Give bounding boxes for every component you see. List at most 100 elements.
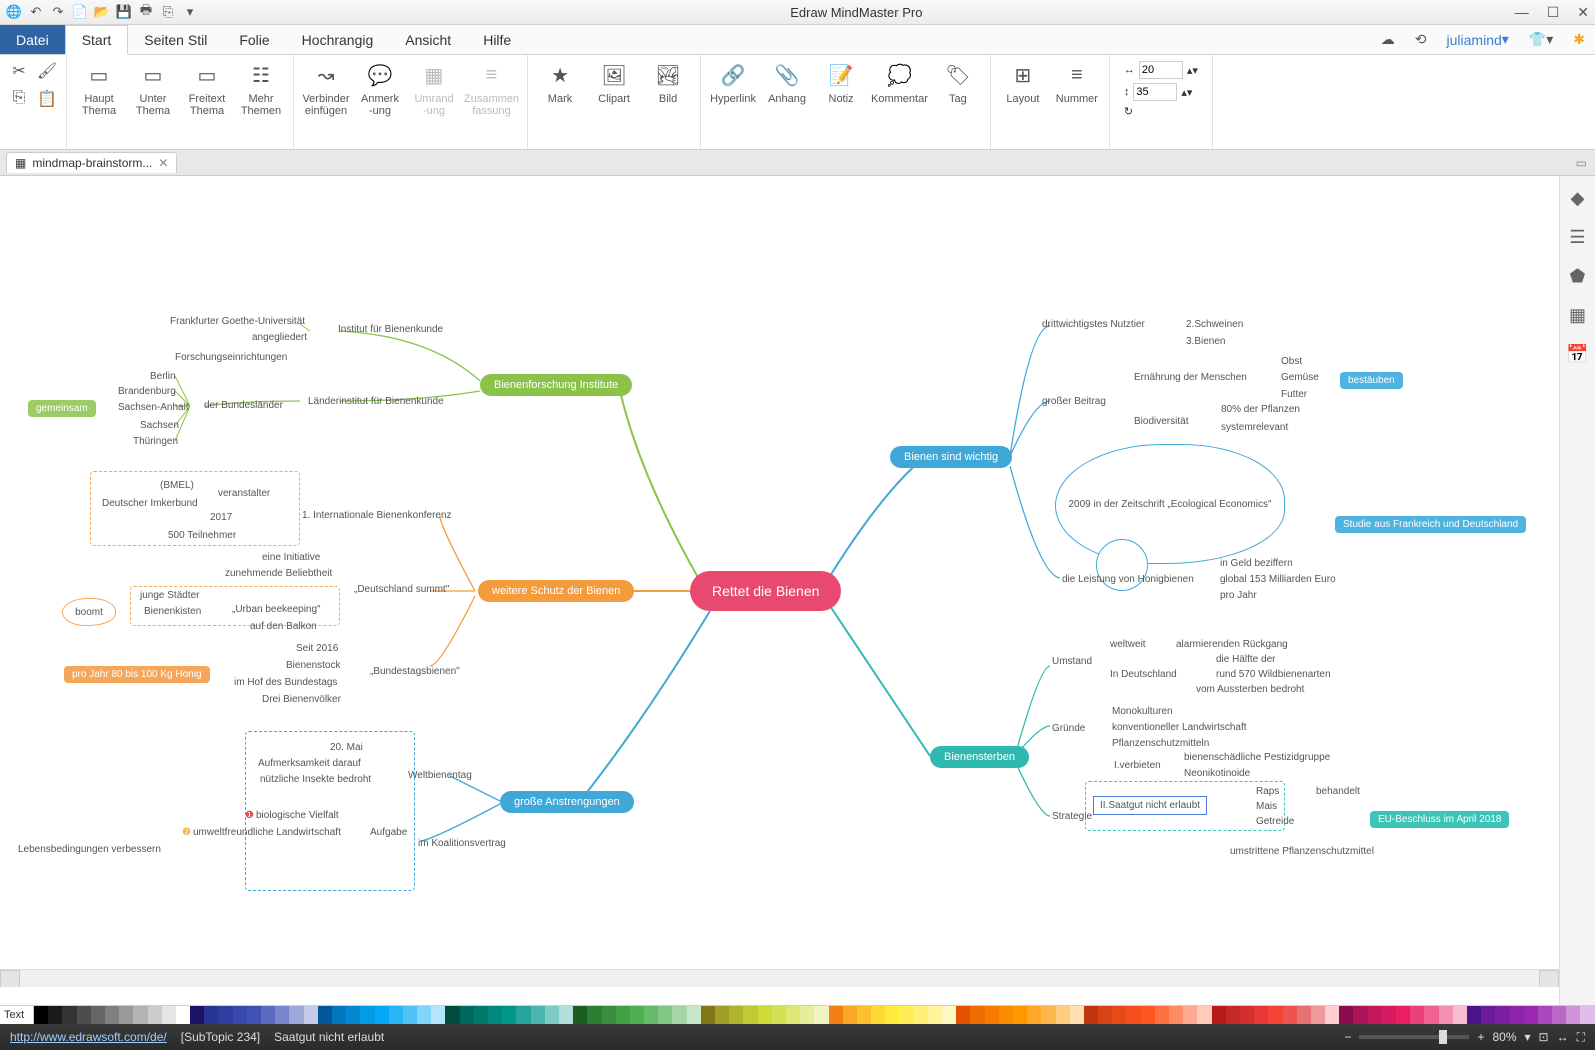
color-swatch[interactable]: [1495, 1006, 1509, 1024]
copy-icon[interactable]: ⎘: [8, 89, 30, 107]
color-swatch[interactable]: [1538, 1006, 1552, 1024]
save-icon[interactable]: 💾: [116, 4, 132, 20]
color-swatch[interactable]: [885, 1006, 899, 1024]
color-swatch[interactable]: [1510, 1006, 1524, 1024]
leaf[interactable]: im Hof des Bundestags: [234, 677, 337, 688]
tag-button[interactable]: 🏷Tag: [934, 61, 982, 105]
color-swatch[interactable]: [1041, 1006, 1055, 1024]
fit-width-icon[interactable]: ↔: [1557, 1030, 1569, 1044]
maximize-icon[interactable]: ☐: [1547, 4, 1560, 21]
leaf[interactable]: In Deutschland: [1110, 669, 1177, 680]
color-swatch[interactable]: [62, 1006, 76, 1024]
leaf[interactable]: Ernährung der Menschen: [1134, 372, 1247, 383]
color-swatch[interactable]: [1254, 1006, 1268, 1024]
mark-button[interactable]: ★Mark: [536, 61, 584, 105]
leaf[interactable]: Forschungseinrichtungen: [175, 352, 287, 363]
color-swatch[interactable]: [1297, 1006, 1311, 1024]
color-swatch[interactable]: [743, 1006, 757, 1024]
color-swatches[interactable]: [34, 1006, 1595, 1024]
color-swatch[interactable]: [91, 1006, 105, 1024]
leaf[interactable]: vom Aussterben bedroht: [1196, 684, 1304, 695]
refresh-icon[interactable]: ↻: [1124, 105, 1133, 118]
color-swatch[interactable]: [871, 1006, 885, 1024]
main-topic[interactable]: große Anstrengungen: [500, 791, 634, 813]
color-swatch[interactable]: [729, 1006, 743, 1024]
zoom-slider[interactable]: [1359, 1035, 1469, 1039]
color-swatch[interactable]: [516, 1006, 530, 1024]
leaf[interactable]: umweltfreundliche Landwirtschaft: [193, 827, 341, 838]
color-swatch[interactable]: [488, 1006, 502, 1024]
color-swatch[interactable]: [772, 1006, 786, 1024]
main-topic[interactable]: Bienen sind wichtig: [890, 446, 1012, 468]
horizontal-scrollbar[interactable]: [0, 969, 1559, 987]
redo-icon[interactable]: ↷: [50, 4, 66, 20]
color-swatch[interactable]: [1382, 1006, 1396, 1024]
color-swatch[interactable]: [531, 1006, 545, 1024]
leaf[interactable]: die Hälfte der: [1216, 654, 1275, 665]
color-swatch[interactable]: [474, 1006, 488, 1024]
color-swatch[interactable]: [914, 1006, 928, 1024]
color-swatch[interactable]: [843, 1006, 857, 1024]
color-swatch[interactable]: [1439, 1006, 1453, 1024]
leaf[interactable]: 500 Teilnehmer: [168, 530, 236, 541]
color-swatch[interactable]: [602, 1006, 616, 1024]
color-swatch[interactable]: [1353, 1006, 1367, 1024]
leaf[interactable]: „Deutschland summt": [354, 584, 449, 595]
menu-file[interactable]: Datei: [0, 25, 65, 54]
globe-icon[interactable]: 🌐: [6, 4, 22, 20]
leaf[interactable]: pro Jahr: [1220, 590, 1257, 601]
picture-button[interactable]: 🏞Bild: [644, 61, 692, 105]
leaf[interactable]: Berlin: [150, 371, 176, 382]
color-swatch[interactable]: [999, 1006, 1013, 1024]
color-swatch[interactable]: [1183, 1006, 1197, 1024]
color-swatch[interactable]: [701, 1006, 715, 1024]
leaf[interactable]: Drei Bienenvölker: [262, 694, 341, 705]
leaf[interactable]: Bienenkisten: [144, 606, 201, 617]
task-icon[interactable]: 📅: [1566, 344, 1588, 365]
color-swatch[interactable]: [162, 1006, 176, 1024]
print-icon[interactable]: 🖶: [138, 4, 154, 20]
color-swatch[interactable]: [559, 1006, 573, 1024]
color-swatch[interactable]: [119, 1006, 133, 1024]
user-name[interactable]: juliamind ▾: [1437, 25, 1519, 54]
leaf[interactable]: Frankfurter Goethe-Universität: [170, 316, 305, 327]
leaf[interactable]: Neonikotinoide: [1184, 768, 1250, 779]
relationship-button[interactable]: ↝Verbindereinfügen: [302, 61, 350, 117]
fit-page-icon[interactable]: ⊡: [1539, 1030, 1549, 1044]
leaf[interactable]: der Bundesländer: [204, 400, 283, 411]
share-icon[interactable]: ⟲: [1405, 25, 1437, 54]
color-swatch[interactable]: [304, 1006, 318, 1024]
open-icon[interactable]: 📂: [94, 4, 110, 20]
selected-topic[interactable]: II.Saatgut nicht erlaubt: [1093, 796, 1207, 815]
color-swatch[interactable]: [346, 1006, 360, 1024]
leaf[interactable]: im Koalitionsvertrag: [418, 838, 506, 849]
leaf[interactable]: nützliche Insekte bedroht: [260, 774, 371, 785]
color-swatch[interactable]: [587, 1006, 601, 1024]
color-swatch[interactable]: [218, 1006, 232, 1024]
color-swatch[interactable]: [190, 1006, 204, 1024]
leaf[interactable]: I.verbieten: [1114, 760, 1161, 771]
attachment-button[interactable]: 📎Anhang: [763, 61, 811, 105]
mindmap-canvas[interactable]: Rettet die Bienen Bienenforschung Instit…: [0, 176, 1577, 987]
callout-button[interactable]: 💬Anmerk-ung: [356, 61, 404, 117]
leaf[interactable]: Brandenburg: [118, 386, 176, 397]
color-swatch[interactable]: [928, 1006, 942, 1024]
color-swatch[interactable]: [1524, 1006, 1538, 1024]
central-topic[interactable]: Rettet die Bienen: [690, 571, 841, 611]
color-swatch[interactable]: [687, 1006, 701, 1024]
leaf[interactable]: alarmierenden Rückgang: [1176, 639, 1288, 650]
leaf[interactable]: global 153 Milliarden Euro: [1220, 574, 1336, 585]
number-button[interactable]: ≡Nummer: [1053, 61, 1101, 105]
leaf[interactable]: Mais: [1256, 801, 1277, 812]
color-swatch[interactable]: [375, 1006, 389, 1024]
color-swatch[interactable]: [233, 1006, 247, 1024]
leaf[interactable]: systemrelevant: [1221, 422, 1288, 433]
color-swatch[interactable]: [34, 1006, 48, 1024]
leaf[interactable]: angegliedert: [252, 332, 307, 343]
color-swatch[interactable]: [1126, 1006, 1140, 1024]
tag-node[interactable]: EU-Beschluss im April 2018: [1370, 811, 1509, 828]
color-swatch[interactable]: [1056, 1006, 1070, 1024]
width-input[interactable]: [1139, 61, 1183, 79]
color-swatch[interactable]: [1566, 1006, 1580, 1024]
tag-node[interactable]: Studie aus Frankreich und Deutschland: [1335, 516, 1526, 533]
